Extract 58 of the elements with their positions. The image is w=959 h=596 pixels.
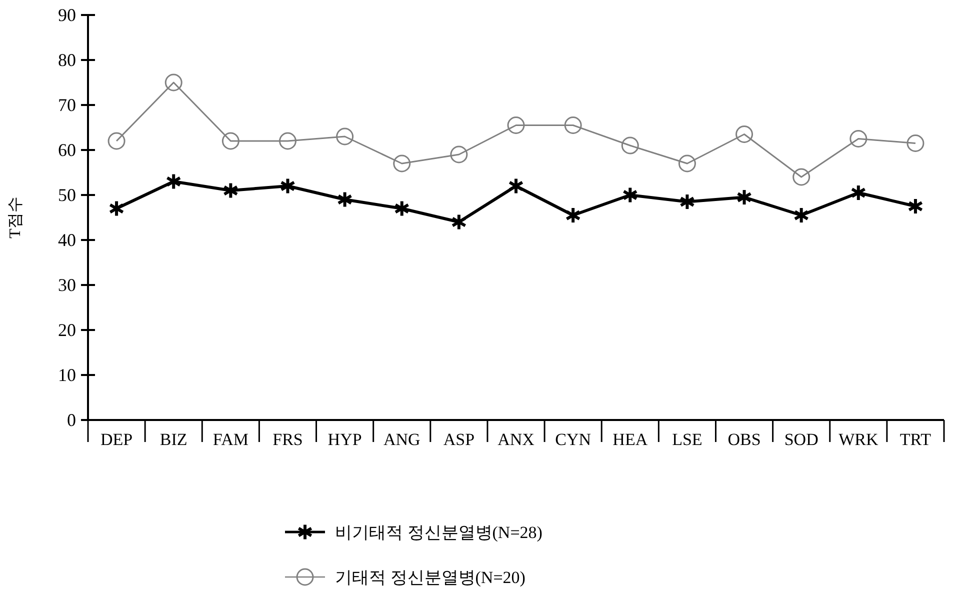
point xyxy=(394,200,410,218)
y-tick-label: 60 xyxy=(58,140,76,160)
x-tick-label: ASP xyxy=(443,430,475,450)
y-tick-label: 50 xyxy=(58,184,76,205)
y-axis-title: T점수 xyxy=(7,196,24,238)
point xyxy=(564,116,582,134)
point xyxy=(336,128,354,146)
x-tick-label: FRS xyxy=(272,430,303,450)
x-tick-label: BIZ xyxy=(160,430,188,450)
point xyxy=(108,200,124,218)
legend-label: 기태적 정신분열병(N=20) xyxy=(335,568,526,587)
point xyxy=(679,192,696,211)
point xyxy=(451,213,467,231)
point xyxy=(908,197,924,216)
point xyxy=(678,154,696,172)
point xyxy=(736,188,752,206)
point xyxy=(222,182,238,200)
point xyxy=(622,186,638,204)
point xyxy=(280,177,296,195)
x-tick-label: HEA xyxy=(612,430,648,450)
x-tick-label: CYN xyxy=(555,430,592,450)
point xyxy=(794,206,810,224)
point xyxy=(393,154,411,172)
y-tick-label: 30 xyxy=(58,274,76,295)
point xyxy=(164,74,182,92)
point xyxy=(278,132,296,150)
y-tick-label: 90 xyxy=(58,4,76,25)
x-tick-label: LSE xyxy=(672,430,702,450)
x-tick-label: TRT xyxy=(900,430,932,450)
x-tick-label: DEP xyxy=(100,430,133,450)
x-tick-label: WRK xyxy=(838,430,879,450)
point xyxy=(736,126,754,143)
point xyxy=(450,146,468,164)
y-tick-label: 70 xyxy=(58,94,76,115)
point xyxy=(621,136,639,154)
x-tick-label: OBS xyxy=(728,430,761,450)
x-tick-label: ANG xyxy=(383,430,420,450)
x-tick-label: SOD xyxy=(784,430,818,450)
y-tick-label: 80 xyxy=(58,50,76,70)
point xyxy=(108,132,126,150)
x-tick-label: FAM xyxy=(212,430,248,450)
y-tick-label: 20 xyxy=(58,320,76,340)
y-tick-label: 10 xyxy=(58,364,76,385)
point xyxy=(565,206,581,224)
point xyxy=(906,134,924,152)
legend-label: 비기태적 정신분열병(N=28) xyxy=(335,522,542,542)
y-tick-label: 40 xyxy=(58,230,76,250)
x-tick-label: ANX xyxy=(498,430,534,450)
point xyxy=(222,132,240,150)
point xyxy=(336,190,353,208)
point xyxy=(850,184,866,202)
point xyxy=(507,116,525,134)
x-tick-label: HYP xyxy=(328,430,362,450)
point xyxy=(792,168,810,186)
point xyxy=(850,130,868,148)
point xyxy=(166,172,182,190)
point xyxy=(508,177,524,195)
y-tick-label: 0 xyxy=(67,410,76,430)
